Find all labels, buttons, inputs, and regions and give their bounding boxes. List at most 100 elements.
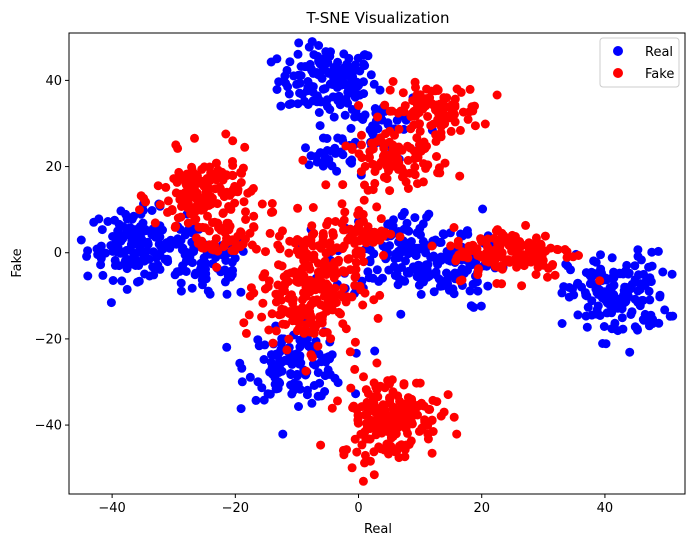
data-point-fake bbox=[455, 171, 465, 181]
data-point-real bbox=[228, 265, 238, 275]
data-point-fake bbox=[264, 325, 274, 335]
data-point-fake bbox=[457, 275, 467, 285]
data-point-real bbox=[644, 321, 654, 331]
data-point-fake bbox=[405, 409, 415, 419]
data-point-real bbox=[593, 301, 603, 311]
data-point-fake bbox=[321, 279, 331, 289]
data-point-fake bbox=[465, 84, 475, 94]
data-point-fake bbox=[197, 164, 207, 174]
data-point-fake bbox=[190, 133, 199, 143]
data-point-fake bbox=[358, 476, 368, 486]
data-point-real bbox=[98, 270, 108, 280]
data-point-real bbox=[236, 404, 246, 414]
data-point-fake bbox=[203, 211, 212, 221]
data-point-real bbox=[334, 91, 344, 101]
data-point-fake bbox=[562, 252, 572, 262]
data-point-real bbox=[103, 217, 113, 226]
data-point-real bbox=[609, 280, 619, 290]
data-point-fake bbox=[313, 259, 323, 268]
data-point-fake bbox=[240, 142, 250, 152]
data-point-real bbox=[607, 324, 617, 334]
data-point-fake bbox=[267, 199, 277, 208]
data-point-fake bbox=[228, 157, 237, 166]
data-point-real bbox=[235, 358, 245, 368]
data-point-fake bbox=[386, 229, 396, 239]
data-point-real bbox=[310, 360, 320, 369]
data-point-fake bbox=[399, 379, 409, 389]
data-point-real bbox=[263, 389, 273, 399]
x-tick-label: 0 bbox=[354, 501, 362, 516]
data-point-fake bbox=[494, 240, 504, 250]
data-point-fake bbox=[552, 244, 562, 254]
data-point-fake bbox=[492, 90, 502, 100]
data-point-fake bbox=[394, 453, 404, 463]
data-point-fake bbox=[385, 85, 395, 95]
data-point-fake bbox=[398, 88, 408, 98]
data-point-fake bbox=[560, 245, 570, 254]
data-point-fake bbox=[339, 215, 349, 225]
data-point-real bbox=[342, 59, 352, 69]
data-point-fake bbox=[350, 364, 360, 374]
data-point-fake bbox=[473, 266, 483, 276]
data-point-fake bbox=[257, 312, 267, 322]
x-axis-ticks: −40 −20 0 20 40 bbox=[98, 494, 613, 516]
data-point-real bbox=[318, 161, 328, 171]
data-point-real bbox=[587, 296, 597, 306]
data-point-fake bbox=[361, 385, 371, 395]
data-point-fake bbox=[423, 160, 433, 170]
data-point-fake bbox=[440, 158, 450, 168]
data-point-fake bbox=[321, 180, 331, 190]
data-point-fake bbox=[436, 132, 446, 142]
data-point-fake bbox=[455, 125, 465, 135]
data-point-real bbox=[341, 94, 351, 104]
data-point-fake bbox=[258, 298, 268, 308]
data-point-fake bbox=[241, 328, 251, 338]
data-point-fake bbox=[415, 90, 425, 100]
data-point-fake bbox=[340, 207, 350, 217]
data-point-real bbox=[582, 322, 592, 332]
data-point-fake bbox=[574, 251, 583, 260]
data-point-fake bbox=[480, 119, 490, 129]
data-point-fake bbox=[424, 405, 434, 414]
data-point-real bbox=[336, 147, 346, 157]
data-point-fake bbox=[427, 448, 437, 458]
data-point-fake bbox=[274, 231, 284, 241]
data-point-fake bbox=[136, 191, 146, 201]
data-point-fake bbox=[338, 180, 348, 190]
data-point-fake bbox=[372, 358, 382, 368]
data-point-real bbox=[117, 276, 127, 286]
data-point-fake bbox=[385, 186, 395, 196]
data-point-real bbox=[399, 224, 409, 234]
y-axis-ticks: −40 −20 0 20 40 bbox=[35, 74, 69, 434]
data-point-real bbox=[289, 378, 299, 388]
data-point-real bbox=[196, 267, 205, 277]
data-point-real bbox=[136, 241, 145, 251]
data-point-fake bbox=[540, 231, 550, 241]
data-point-fake bbox=[187, 165, 197, 175]
data-point-fake bbox=[380, 100, 390, 110]
data-point-fake bbox=[369, 470, 379, 480]
data-point-real bbox=[412, 228, 422, 238]
data-point-real bbox=[222, 342, 232, 352]
data-point-fake bbox=[301, 366, 311, 376]
data-point-fake bbox=[308, 203, 318, 212]
data-point-fake bbox=[420, 144, 430, 154]
data-point-fake bbox=[458, 107, 468, 117]
data-point-fake bbox=[417, 424, 427, 434]
data-point-fake bbox=[307, 352, 317, 362]
data-point-fake bbox=[298, 295, 307, 305]
data-point-fake bbox=[468, 106, 478, 116]
data-point-real bbox=[106, 298, 116, 308]
x-tick-label: 20 bbox=[473, 501, 490, 516]
data-point-fake bbox=[513, 250, 523, 260]
data-point-real bbox=[360, 50, 370, 60]
data-point-fake bbox=[305, 287, 315, 297]
data-point-fake bbox=[333, 396, 342, 406]
data-point-real bbox=[245, 372, 255, 382]
data-point-fake bbox=[249, 211, 259, 221]
data-point-real bbox=[420, 239, 430, 249]
data-point-fake bbox=[172, 177, 182, 187]
data-point-fake bbox=[292, 235, 302, 244]
data-point-real bbox=[205, 289, 215, 299]
x-tick-label: 40 bbox=[597, 501, 614, 516]
